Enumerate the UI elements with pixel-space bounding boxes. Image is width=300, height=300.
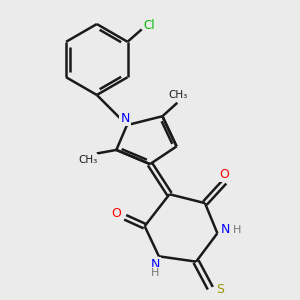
Text: Cl: Cl — [144, 19, 155, 32]
Text: N: N — [151, 258, 160, 271]
Text: N: N — [121, 112, 130, 125]
Text: S: S — [216, 284, 224, 296]
Text: CH₃: CH₃ — [169, 90, 188, 100]
Text: O: O — [111, 207, 121, 220]
Text: O: O — [220, 167, 230, 181]
Text: H: H — [233, 225, 242, 235]
Text: N: N — [220, 223, 230, 236]
Text: H: H — [151, 268, 160, 278]
Text: CH₃: CH₃ — [78, 155, 98, 165]
